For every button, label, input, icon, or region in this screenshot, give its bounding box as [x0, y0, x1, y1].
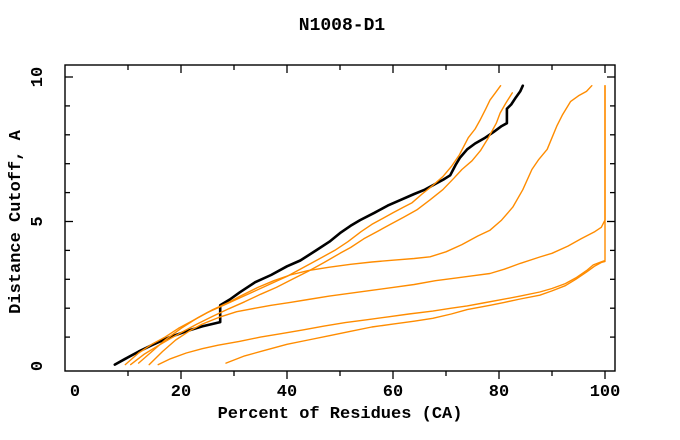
x-tick-label: 60 [383, 383, 403, 402]
x-tick-label: 0 [70, 383, 80, 402]
model-curve-3 [137, 85, 593, 364]
plot-frame [64, 64, 616, 372]
axis-ticks [65, 65, 615, 379]
model-curve-1 [124, 85, 502, 366]
x-tick-label: 20 [171, 383, 191, 402]
data-series [113, 84, 606, 366]
y-axis-label: Distance Cutoff, A [7, 129, 26, 313]
x-tick-label: 80 [489, 383, 509, 402]
model-curve-6 [225, 260, 606, 364]
x-tick-label: 100 [590, 383, 621, 402]
y-tick-label: 5 [29, 216, 48, 226]
x-tick-label: 40 [277, 383, 297, 402]
axis-tick-labels: 0 20 40 60 80 100 0 5 10 [29, 67, 620, 402]
model-curve-2 [130, 92, 513, 366]
model-curve-4 [148, 85, 606, 366]
y-tick-label: 10 [29, 67, 48, 87]
plot-frame-rect [64, 64, 616, 372]
chart-title: N1008-D1 [299, 16, 386, 36]
y-tick-label: 0 [29, 361, 48, 371]
model-curve-5 [157, 85, 606, 366]
x-axis-label: Percent of Residues (CA) [218, 405, 463, 424]
reference-curve [113, 84, 525, 366]
